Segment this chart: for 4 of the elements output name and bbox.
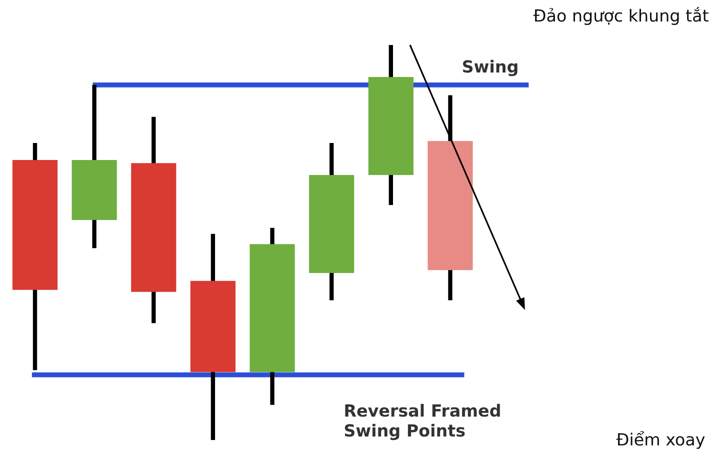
ref-line-label: Swing — [463, 60, 518, 76]
text: Điểm xoay — [616, 431, 705, 449]
ref-line-label: Reversal Framed Swing Points — [344, 404, 500, 440]
text: Đảo ngược khung tắt — [533, 6, 708, 26]
